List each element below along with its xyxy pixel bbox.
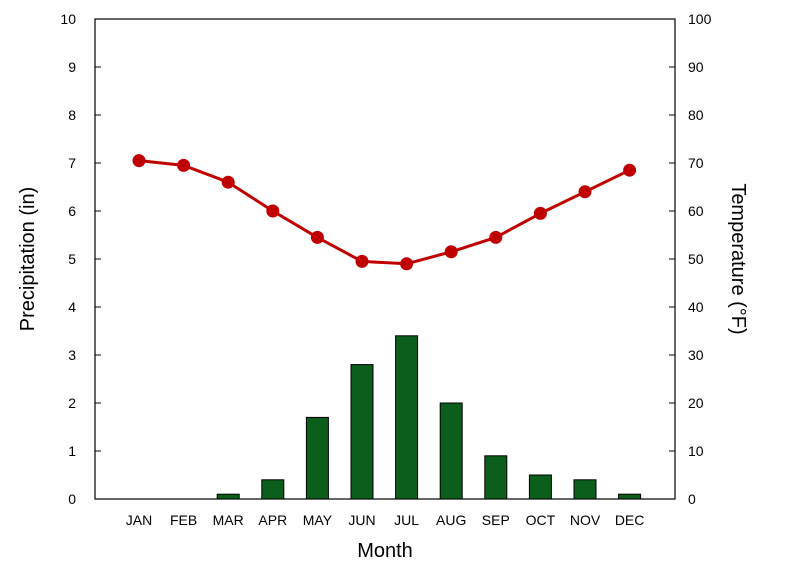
- temperature-point: [533, 206, 547, 220]
- left-tick-label: 9: [68, 59, 76, 75]
- precipitation-bar: [350, 364, 374, 500]
- temperature-point: [355, 254, 369, 268]
- precipitation-bar: [305, 416, 329, 500]
- left-tick-label: 5: [68, 251, 76, 267]
- x-tick-label: JUL: [394, 512, 419, 528]
- right-tick-label: 10: [688, 443, 704, 459]
- x-tick-label: MAR: [213, 512, 244, 528]
- precipitation-bar: [395, 335, 419, 500]
- x-tick-label: APR: [258, 512, 287, 528]
- precipitation-bar: [216, 493, 240, 500]
- left-tick-label: 3: [68, 347, 76, 363]
- temperature-point: [578, 185, 592, 199]
- left-tick-label: 2: [68, 395, 76, 411]
- right-tick-label: 70: [688, 155, 704, 171]
- temperature-point: [177, 158, 191, 172]
- precipitation-bar: [484, 455, 508, 500]
- right-tick-label: 80: [688, 107, 704, 123]
- right-tick-label: 50: [688, 251, 704, 267]
- x-axis-title: Month: [357, 540, 413, 562]
- right-tick-label: 100: [688, 11, 712, 27]
- left-axis: 0 1 2 3 4 5 6 7 8 9 10: [60, 11, 101, 507]
- temperature-point: [310, 230, 324, 244]
- right-tick-label: 40: [688, 299, 704, 315]
- precipitation-bar: [439, 402, 463, 500]
- precipitation-bar: [528, 474, 552, 500]
- temperature-point: [444, 245, 458, 259]
- left-tick-label: 1: [68, 443, 76, 459]
- right-tick-label: 20: [688, 395, 704, 411]
- precipitation-bar: [573, 479, 597, 500]
- left-tick-label: 0: [68, 491, 76, 507]
- x-tick-label: OCT: [526, 512, 556, 528]
- left-tick-label: 6: [68, 203, 76, 219]
- temperature-point: [221, 175, 235, 189]
- left-tick-label: 10: [60, 11, 76, 27]
- left-axis-title: Precipitation (in): [17, 187, 39, 332]
- temperature-point: [132, 154, 146, 168]
- plot-frame: [94, 18, 676, 500]
- left-tick-label: 4: [68, 299, 76, 315]
- x-tick-label: AUG: [436, 512, 466, 528]
- right-axis-title: Temperature (°F): [727, 183, 749, 334]
- left-tick-label: 8: [68, 107, 76, 123]
- right-tick-label: 90: [688, 59, 704, 75]
- right-tick-label: 60: [688, 203, 704, 219]
- x-tick-label: FEB: [170, 512, 197, 528]
- left-tick-label: 7: [68, 155, 76, 171]
- x-tick-label: JAN: [126, 512, 152, 528]
- x-tick-label: SEP: [482, 512, 510, 528]
- x-tick-label: JUN: [348, 512, 375, 528]
- temperature-point: [266, 204, 280, 218]
- x-tick-label: NOV: [570, 512, 601, 528]
- x-tick-label: DEC: [615, 512, 645, 528]
- precipitation-bar: [261, 479, 285, 500]
- x-axis: JAN FEB MAR APR MAY JUN JUL AUG SEP OCT NOV DEC: [126, 512, 645, 528]
- right-axis: 0 10 20 30 40 50 60 70 80 90 100: [669, 11, 712, 507]
- temperature-point: [400, 257, 414, 271]
- temperature-point: [489, 230, 503, 244]
- x-tick-label: MAY: [303, 512, 333, 528]
- temperature-line-path: [138, 159, 631, 266]
- temperature-line: [132, 154, 637, 271]
- right-tick-label: 0: [688, 491, 696, 507]
- precipitation-bars: [216, 335, 642, 500]
- precipitation-bar: [618, 493, 642, 500]
- right-tick-label: 30: [688, 347, 704, 363]
- temperature-point: [623, 163, 637, 177]
